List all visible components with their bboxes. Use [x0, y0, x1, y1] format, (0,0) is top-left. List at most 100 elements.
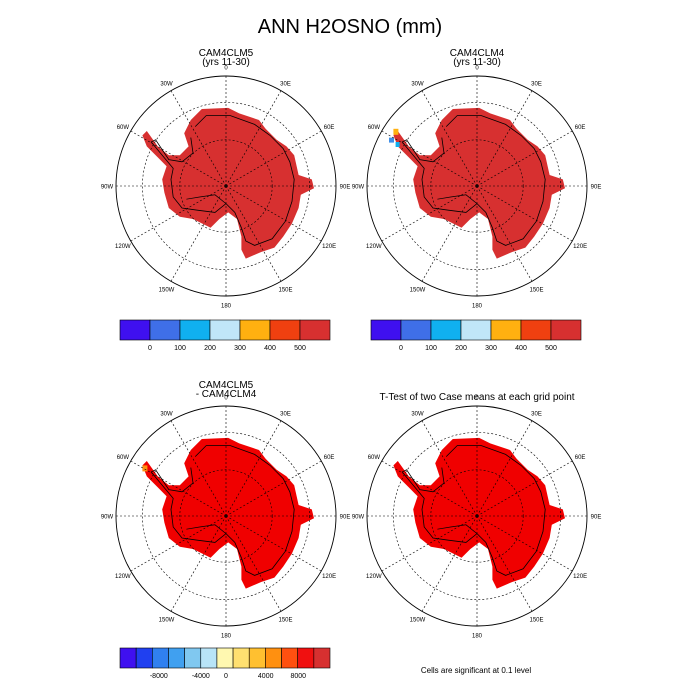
lon-label-90E: 90E: [591, 515, 602, 521]
lon-label-180: 180: [472, 304, 483, 310]
colorbar-swatch: [232, 647, 250, 669]
lon-label-150E: 150E: [529, 618, 543, 624]
lon-label-60E: 60E: [575, 125, 586, 131]
colorbar-label: 100: [174, 345, 186, 352]
polar-map-2: 0 30E 60E 90E 120E 150E 180 150W 120W 90W 60W 30W: [352, 66, 602, 310]
colorbar-swatch: [239, 319, 271, 341]
lon-label-30E: 30E: [531, 411, 542, 417]
colorbar-swatch: [297, 647, 315, 669]
lon-label-180: 180: [472, 634, 483, 640]
colorbar-label: 0: [399, 345, 403, 352]
colorbar-swatch: [313, 647, 331, 669]
colorbar-label: 8000: [291, 673, 307, 680]
latitude-circle: [142, 432, 310, 600]
colorbar-swatch: [152, 647, 169, 669]
lon-label-0: 0: [475, 66, 479, 72]
ice-shelf-line: [437, 524, 478, 534]
lon-label-150W: 150W: [410, 288, 426, 294]
panel-4: T-Test of two Case means at each grid po…: [352, 392, 602, 640]
colorbar-label: 0: [148, 345, 152, 352]
lon-label-60W: 60W: [117, 455, 130, 461]
lon-label-90W: 90W: [352, 515, 365, 521]
colorbar-swatch: [269, 319, 301, 341]
lon-label-120W: 120W: [366, 574, 382, 580]
significance-footnote: Cells are significant at 0.1 level: [421, 666, 532, 675]
colorbar-swatch: [200, 647, 218, 669]
map-border: [115, 75, 337, 297]
colorbar-swatch: [149, 319, 181, 341]
lon-label-150W: 150W: [410, 618, 426, 624]
lon-label-90W: 90W: [352, 185, 365, 191]
colorbar-swatch: [281, 647, 298, 669]
lon-label-30W: 30W: [411, 411, 424, 417]
lon-label-120W: 120W: [366, 244, 382, 250]
polar-map-4: 0 30E 60E 90E 120E 150E 180 150W 120W 90W 60W 30W: [352, 396, 602, 640]
lon-label-0: 0: [224, 66, 228, 72]
panel-2-title-line1: CAM4CLM4: [450, 48, 505, 59]
antarctica-fill: [142, 107, 314, 259]
colorbar-label: -4000: [192, 673, 210, 680]
colorbar-label: 4000: [258, 673, 274, 680]
colorbar-swatch: [135, 647, 153, 669]
coastline: [401, 115, 546, 246]
lon-label-120E: 120E: [322, 574, 336, 580]
colorbar-label: 400: [264, 345, 276, 352]
lon-label-150E: 150E: [278, 618, 292, 624]
lon-label-30E: 30E: [531, 81, 542, 87]
lon-label-30E: 30E: [280, 411, 291, 417]
colorbar-swatch: [248, 647, 266, 669]
lon-label-30E: 30E: [280, 81, 291, 87]
lon-label-90E: 90E: [340, 515, 351, 521]
map-border: [366, 75, 588, 297]
lon-label-120W: 120W: [115, 244, 131, 250]
coastline: [150, 445, 295, 576]
lon-label-60W: 60W: [117, 125, 130, 131]
lon-label-120W: 120W: [115, 574, 131, 580]
lon-label-0: 0: [224, 396, 228, 402]
ice-shelf-line: [186, 524, 227, 534]
panel-1: CAM4CLM5 (yrs 11-30) 0 30E 60E 90E 120E 150E 1…: [101, 48, 351, 310]
colorbar-swatch: [216, 647, 234, 669]
peninsula-orange-cell: [142, 465, 148, 472]
colorbar-label: 200: [455, 345, 467, 352]
lon-label-0: 0: [475, 396, 479, 402]
colorbar-swatch: [490, 319, 522, 341]
lon-label-60E: 60E: [575, 455, 586, 461]
lon-label-150W: 150W: [159, 618, 175, 624]
colorbar-swatch: [119, 647, 137, 669]
lon-label-60W: 60W: [368, 455, 381, 461]
coastline: [150, 115, 295, 246]
lon-label-30W: 30W: [411, 81, 424, 87]
peninsula-orange-cell: [393, 128, 399, 135]
polar-map-1: 0 30E 60E 90E 120E 150E 180 150W 120W 90W 60W 30W: [101, 66, 351, 310]
lon-label-60E: 60E: [324, 125, 335, 131]
colorbar-swatch: [119, 319, 151, 341]
colorbar-swatch: [370, 319, 402, 341]
lon-label-90W: 90W: [101, 515, 114, 521]
polar-map-3: 0 30E 60E 90E 120E 150E 180 150W 120W 90W 60W 30W: [101, 396, 351, 640]
colorbar-swatch: [400, 319, 432, 341]
colorbar-label: 200: [204, 345, 216, 352]
panel-3-title-line2: - CAM4CLM4: [196, 389, 257, 400]
map-border: [115, 405, 337, 627]
colorbar-swatch: [265, 647, 282, 669]
ice-shelf-line: [186, 194, 227, 204]
panel-2-title-line2: (yrs 11-30): [453, 57, 501, 68]
figure-title: ANN H2OSNO (mm): [258, 16, 442, 38]
lon-label-30W: 30W: [160, 81, 173, 87]
colorbar-swatch: [299, 319, 331, 341]
colorbar-label: -8000: [150, 673, 168, 680]
lon-label-150E: 150E: [529, 288, 543, 294]
lon-label-90E: 90E: [340, 185, 351, 191]
lon-label-120E: 120E: [322, 244, 336, 250]
panel-2: CAM4CLM4 (yrs 11-30) 0 30E 60E 90E 120E 150E 1…: [352, 48, 602, 310]
colorbar-swatch: [550, 319, 582, 341]
lon-label-30W: 30W: [160, 411, 173, 417]
lon-label-180: 180: [221, 634, 232, 640]
panel-3-title-line1: CAM4CLM5: [199, 380, 254, 391]
lon-label-150E: 150E: [278, 288, 292, 294]
lon-label-90E: 90E: [591, 185, 602, 191]
lon-label-120E: 120E: [573, 244, 587, 250]
latitude-circle: [430, 469, 524, 563]
